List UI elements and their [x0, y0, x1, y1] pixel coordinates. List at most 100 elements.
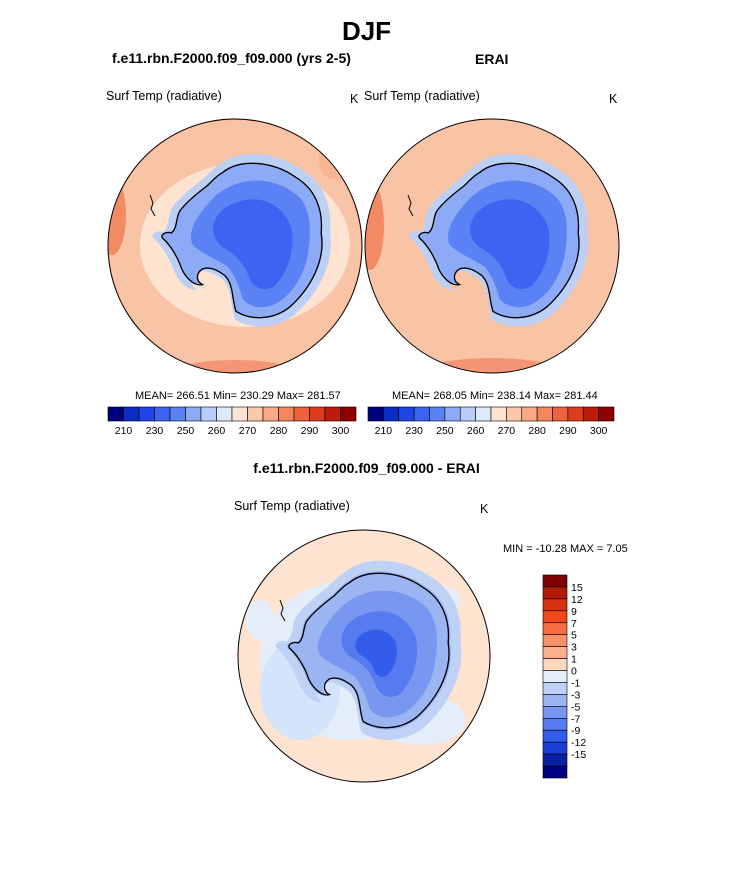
colorbar-tick-label: 3: [571, 642, 577, 654]
diff-panel-title: f.e11.rbn.F2000.f09_f09.000 - ERAI: [253, 460, 480, 476]
colorbar-tick-label: 0: [571, 666, 577, 678]
colorbar-swatch: [542, 765, 568, 779]
colorbar-tick-label: 250: [436, 425, 454, 437]
colorbar-swatch: [542, 682, 568, 695]
model-variable-label: Surf Temp (radiative): [106, 89, 222, 103]
diff-minmax: MIN = -10.28 MAX = 7.05: [503, 543, 628, 555]
diff-variable-label: Surf Temp (radiative): [234, 499, 350, 513]
colorbar-tick-label: 300: [590, 425, 608, 437]
colorbar-tick-label: -7: [571, 713, 580, 725]
colorbar-swatch: [536, 406, 553, 422]
colorbar-tick-label: 15: [571, 582, 583, 594]
colorbar-tick-label: 300: [332, 425, 350, 437]
colorbar-swatch: [567, 406, 584, 422]
model-panel-title: f.e11.rbn.F2000.f09_f09.000 (yrs 2-5): [112, 50, 351, 66]
colorbar-swatch: [216, 406, 233, 422]
colorbar-tick-label: 290: [301, 425, 319, 437]
colorbar-swatch: [169, 406, 186, 422]
colorbar-tick-label: 280: [528, 425, 546, 437]
colorbar-tick-label: 280: [270, 425, 288, 437]
colorbar-swatch: [459, 406, 476, 422]
colorbar-swatch: [542, 658, 568, 671]
colorbar-tick-label: 7: [571, 618, 577, 630]
colorbar-swatch: [542, 574, 568, 588]
colorbar-swatch: [138, 406, 155, 422]
colorbar-tick-label: 290: [559, 425, 577, 437]
colorbar-swatch: [340, 406, 357, 422]
colorbar-swatch: [123, 406, 140, 422]
obs-units-label: K: [609, 92, 618, 106]
colorbar-swatch: [324, 406, 341, 422]
colorbar-swatch: [293, 406, 310, 422]
colorbar-tick-label: -3: [571, 689, 580, 701]
colorbar-swatch: [185, 406, 202, 422]
colorbar-swatch: [429, 406, 446, 422]
colorbar-swatch: [521, 406, 538, 422]
colorbar-swatch: [542, 670, 568, 683]
colorbar-tick-label: 230: [146, 425, 164, 437]
colorbar-swatch: [542, 694, 568, 707]
colorbar-tick-label: 12: [571, 594, 583, 606]
colorbar-swatch: [262, 406, 279, 422]
colorbar-swatch: [247, 406, 264, 422]
colorbar-swatch: [542, 586, 568, 600]
obs-map: [364, 118, 620, 374]
colorbar-swatch: [542, 706, 568, 719]
colorbar-swatch: [542, 717, 568, 731]
colorbar-swatch: [542, 753, 568, 767]
colorbar-swatch: [582, 406, 599, 422]
colorbar-tick-label: 210: [115, 425, 133, 437]
colorbar-swatch: [154, 406, 171, 422]
colorbar-swatch: [278, 406, 295, 422]
colorbar-tick-label: 270: [498, 425, 516, 437]
colorbar-swatch: [383, 406, 400, 422]
obs-variable-label: Surf Temp (radiative): [364, 89, 480, 103]
diff-map: [237, 529, 491, 783]
colorbar-swatch: [552, 406, 569, 422]
colorbar-swatch: [231, 406, 248, 422]
obs-stats: MEAN= 268.05 Min= 238.14 Max= 281.44: [392, 390, 598, 402]
colorbar-tick-label: 230: [405, 425, 423, 437]
colorbar-tick-label: -9: [571, 725, 580, 737]
colorbar-tick-label: 260: [467, 425, 485, 437]
colorbar-tick-label: 260: [208, 425, 226, 437]
colorbar-swatch: [200, 406, 217, 422]
colorbar-tick-label: 9: [571, 606, 577, 618]
obs-colorbar: 210 230 250 260 270 280 290 300: [367, 406, 615, 437]
colorbar-swatch: [598, 406, 615, 422]
colorbar-swatch: [542, 598, 568, 612]
colorbar-swatch: [490, 406, 507, 422]
colorbar-swatch: [444, 406, 461, 422]
colorbar-swatch: [367, 406, 384, 422]
model-stats: MEAN= 266.51 Min= 230.29 Max= 281.57: [135, 390, 341, 402]
obs-panel-title: ERAI: [475, 51, 509, 67]
colorbar-tick-label: 270: [239, 425, 257, 437]
colorbar-swatch: [475, 406, 492, 422]
model-units-label: K: [350, 92, 359, 106]
colorbar-swatch: [542, 610, 568, 624]
colorbar-tick-label: -15: [571, 749, 586, 761]
colorbar-tick-label: 210: [375, 425, 393, 437]
colorbar-swatch: [542, 729, 568, 743]
colorbar-tick-label: 1: [571, 654, 577, 666]
colorbar-swatch: [506, 406, 523, 422]
colorbar-tick-label: 250: [177, 425, 195, 437]
colorbar-tick-label: 5: [571, 630, 577, 642]
colorbar-tick-label: -1: [571, 677, 580, 689]
colorbar-tick-label: -12: [571, 737, 586, 749]
colorbar-swatch: [107, 406, 124, 422]
colorbar-swatch: [542, 646, 568, 659]
colorbar-swatch: [398, 406, 415, 422]
page-title: DJF: [341, 16, 392, 46]
colorbar-tick-label: -5: [571, 701, 580, 713]
model-colorbar: 210 230 250 260 270 280 290 300: [107, 406, 357, 437]
colorbar-swatch: [542, 741, 568, 755]
colorbar-swatch: [413, 406, 430, 422]
colorbar-swatch: [542, 634, 568, 647]
model-map: [107, 118, 363, 374]
colorbar-swatch: [309, 406, 326, 422]
colorbar-swatch: [542, 622, 568, 636]
diff-units-label: K: [480, 502, 489, 516]
